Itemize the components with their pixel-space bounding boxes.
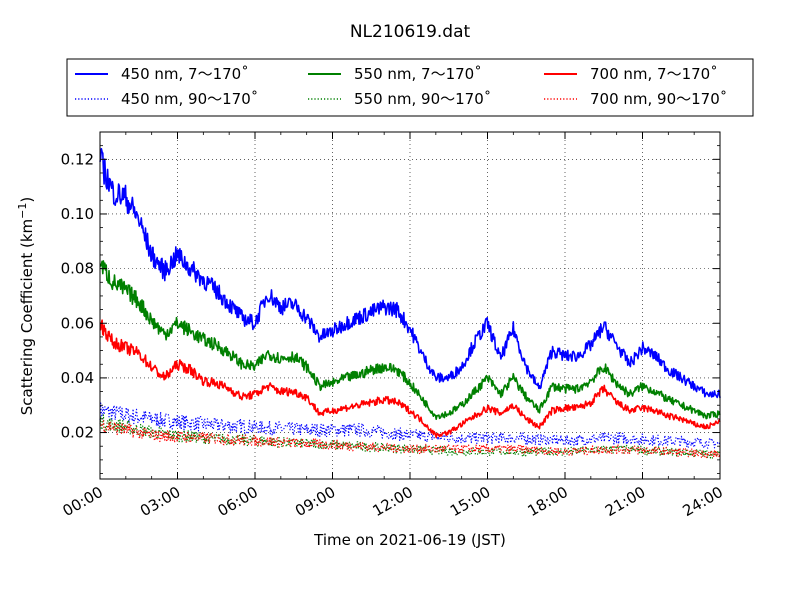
y-axis-label-exponent: −1 bbox=[16, 203, 29, 219]
series-line bbox=[99, 260, 721, 420]
series-line bbox=[99, 319, 721, 439]
legend-label: 450 nm, 90～170˚ bbox=[121, 90, 258, 108]
x-tick-label: 00:00 bbox=[60, 483, 106, 520]
series-line bbox=[99, 420, 721, 459]
x-tick-label: 15:00 bbox=[447, 483, 493, 520]
legend: 450 nm, 7～170˚ 550 nm, 7～170˚ 700 nm, 7～17… bbox=[66, 58, 754, 117]
legend-label: 700 nm, 7～170˚ bbox=[590, 65, 718, 83]
y-tick-label: 0.06 bbox=[61, 314, 94, 332]
x-tick-label: 24:00 bbox=[680, 483, 726, 520]
x-tick-label: 03:00 bbox=[137, 483, 183, 520]
x-tick-label: 06:00 bbox=[215, 483, 261, 520]
y-axis-label-close: ) bbox=[18, 197, 36, 203]
grid bbox=[100, 132, 720, 479]
x-tick-label: 12:00 bbox=[370, 483, 416, 520]
chart-title: NL210619.dat bbox=[350, 22, 471, 42]
plot-area bbox=[100, 132, 720, 479]
y-tick-label: 0.12 bbox=[61, 150, 94, 168]
legend-label: 550 nm, 90～170˚ bbox=[354, 90, 491, 108]
legend-label: 700 nm, 90～170˚ bbox=[590, 90, 727, 108]
y-tick-label: 0.04 bbox=[61, 369, 94, 387]
y-tick-label: 0.08 bbox=[61, 260, 94, 278]
series-layer bbox=[99, 148, 721, 459]
y-axis-label-main: Scattering Coefficient (km bbox=[18, 219, 36, 415]
x-tick-label: 21:00 bbox=[602, 483, 648, 520]
x-axis-label: Time on 2021-06-19 (JST) bbox=[313, 531, 506, 549]
y-axis-label: Scattering Coefficient (km−1) bbox=[16, 197, 36, 416]
y-tick-label: 0.10 bbox=[61, 205, 94, 223]
x-tick-label: 09:00 bbox=[292, 483, 338, 520]
series-line bbox=[99, 148, 721, 399]
x-tick-label: 18:00 bbox=[525, 483, 571, 520]
legend-label: 550 nm, 7～170˚ bbox=[354, 65, 482, 83]
legend-frame bbox=[66, 58, 754, 117]
legend-label: 450 nm, 7～170˚ bbox=[121, 65, 249, 83]
y-tick-label: 0.02 bbox=[61, 424, 94, 442]
